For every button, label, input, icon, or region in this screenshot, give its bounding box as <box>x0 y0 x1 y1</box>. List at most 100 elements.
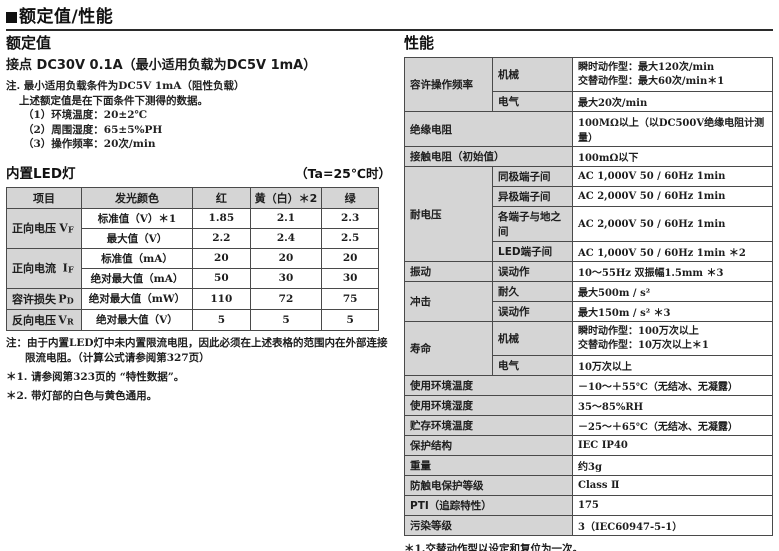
sub-label-terminal-to-ground: 各端子与地之间 <box>492 206 573 242</box>
cell-value: 最大150m / s² ＊3 <box>572 301 773 322</box>
cell-value: 2.1 <box>249 207 323 229</box>
led-footnote-main-line1: 注：由于内置LED灯中未内置限流电阻，因此必须在上述表格的范围内在外部连接 <box>6 336 388 349</box>
cell-value: 20 <box>249 247 323 269</box>
table-row: 绝缘电阻 100MΩ以上（以DC500V绝缘电阻计测量） <box>404 111 773 147</box>
col-header-item: 项目 <box>6 186 82 209</box>
cell-value: 20 <box>321 247 379 269</box>
right-column: 性能 容许操作频率 机械 瞬时动作型：最大120次/min 交替动作型：最大60次… <box>404 34 773 551</box>
performance-table: 容许操作频率 机械 瞬时动作型：最大120次/min 交替动作型：最大60次/mi… <box>404 57 773 536</box>
row-label-power-dissipation: 容许损失 PD <box>6 287 82 310</box>
cell-value: 5 <box>321 308 379 331</box>
cell-value: 2.4 <box>249 227 323 249</box>
row-label-text: 正向电流 <box>12 262 56 275</box>
param-label: 标准值（mA） <box>80 247 194 269</box>
row-label-protective-structure: 保护结构 <box>404 435 573 456</box>
row-label-weight: 重量 <box>404 455 573 476</box>
cell-value: 10～55Hz 双振幅1.5mm ＊3 <box>572 261 773 282</box>
table-row: LED端子间 AC 1,000V 50 / 60Hz 1min ＊2 <box>405 241 773 262</box>
section-header-title-row: 额定值/性能 <box>6 6 773 28</box>
sub-label-electrical: 电气 <box>492 355 573 376</box>
row-label-text: 反向电压 <box>12 313 56 327</box>
contact-rating-text: 接点 DC30V 0.1A（最小适用负载为DC5V 1mA） <box>6 58 317 73</box>
row-symbol-pd: PD <box>58 292 74 305</box>
row-label-lifespan: 寿命 <box>404 321 493 376</box>
row-label-forward-voltage: 正向电压 VF <box>6 207 82 249</box>
row-label-storage-temperature: 贮存环境温度 <box>404 415 573 436</box>
cell-value: －25～＋65℃（无结冰、无凝露） <box>572 415 773 436</box>
sub-label-different-polarity: 异极端子间 <box>492 186 573 207</box>
param-label: 标准值（V）＊1 <box>80 207 194 229</box>
cell-value: AC 2,000V 50 / 60Hz 1min <box>572 186 773 207</box>
col-header-emission-color: 发光颜色 <box>80 186 194 209</box>
table-row: 容许操作频率 机械 瞬时动作型：最大120次/min 交替动作型：最大60次/mi… <box>404 57 773 112</box>
black-square-bullet-icon <box>6 11 17 23</box>
cell-value: 30 <box>321 267 379 289</box>
left-column: 额定值 接点 DC30V 0.1A（最小适用负载为DC5V 1mA） 注. 最小… <box>6 34 391 404</box>
row-label-shock-protection-class: 防触电保护等级 <box>404 475 573 496</box>
table-row: 各端子与地之间 AC 2,000V 50 / 60Hz 1min <box>405 206 773 242</box>
col-header-yellow-white: 黄（白）＊2 <box>249 186 323 209</box>
row-label-reverse-voltage: 反向电压 VR <box>6 308 82 331</box>
performance-heading: 性能 <box>404 34 435 52</box>
cell-value: 3（IEC60947-5-1） <box>572 515 773 536</box>
cell-value: 5 <box>192 308 251 331</box>
table-row: 正向电压 VF 标准值（V）＊1 1.85 2.1 2.3 <box>6 207 379 249</box>
cell-value: 175 <box>572 495 773 516</box>
sub-label-electrical: 电气 <box>492 91 573 112</box>
cell-value: 100mΩ以下 <box>572 146 773 167</box>
table-row: 反向电压 VR 绝对最大值（V） 5 5 5 <box>6 308 379 331</box>
table-row: PTI（追踪特性） 175 <box>404 495 773 516</box>
cell-value: AC 1,000V 50 / 60Hz 1min <box>572 166 773 187</box>
sub-label-same-polarity: 同极端子间 <box>492 166 573 187</box>
performance-footnote-1: ＊1.交替动作型以设定和复位为一次。 <box>404 543 583 551</box>
row-label-pollution-degree: 污染等级 <box>404 515 573 536</box>
ratings-note-2: （1）环境温度：20±2℃ <box>23 109 148 121</box>
cell-value: －10～＋55℃（无结冰、无凝露） <box>572 375 773 396</box>
row-label-text: 正向电压 <box>12 222 56 235</box>
table-row: 异极端子间 AC 2,000V 50 / 60Hz 1min <box>405 186 773 207</box>
cell-value: IEC IP40 <box>572 435 773 456</box>
cell-value: 2.5 <box>321 227 379 249</box>
cell-value: 35～85%RH <box>572 395 773 416</box>
table-row: 振动 误动作 10～55Hz 双振幅1.5mm ＊3 <box>404 261 773 282</box>
cell-value: Class Ⅱ <box>572 475 773 496</box>
table-row: 贮存环境温度 －25～＋65℃（无结冰、无凝露） <box>404 415 773 436</box>
cell-value: 约3g <box>572 455 773 476</box>
table-row: 接触电阻（初始值） 100mΩ以下 <box>404 146 773 167</box>
row-label-pti: PTI（追踪特性） <box>404 495 573 516</box>
ratings-note-4: （3）操作频率：20次/min <box>23 138 156 150</box>
ratings-notes: 注. 最小适用负载条件为DC5V 1mA（阻性负载） 上述额定值是在下面条件下测… <box>6 79 391 152</box>
table-row: 重量 约3g <box>404 455 773 476</box>
cell-value: 最大20次/min <box>572 91 773 112</box>
cell-value: 瞬时动作型：100万次以上 交替动作型：10万次以上＊1 <box>572 321 773 356</box>
table-row: 冲击 耐久 最大500m / s² <box>404 281 773 322</box>
row-label-vibration: 振动 <box>404 261 493 282</box>
row-label-insulation-resistance: 绝缘电阻 <box>404 111 573 147</box>
cell-value: 10万次以上 <box>572 355 773 376</box>
led-characteristics-table: 项目 发光颜色 红 黄（白）＊2 绿 正向电压 VF 标准值（V）＊1 1.85 … <box>6 186 379 331</box>
row-label-withstand-voltage: 耐电压 <box>404 166 493 262</box>
row-symbol-vf: VF <box>59 221 74 235</box>
cell-value: AC 1,000V 50 / 60Hz 1min ＊2 <box>572 241 773 262</box>
cell-value: 72 <box>249 287 323 310</box>
table-row: 防触电保护等级 Class Ⅱ <box>404 475 773 496</box>
cell-value: 最大500m / s² <box>572 281 773 302</box>
param-label: 绝对最大值（mA） <box>80 267 194 289</box>
led-section-heading-row: 内置LED灯 （Ta=25℃时） <box>6 165 391 183</box>
param-label: 最大值（V） <box>80 227 194 249</box>
param-label: 绝对最大值（V） <box>80 308 194 331</box>
ratings-note-1: 上述额定值是在下面条件下测得的数据。 <box>19 94 208 107</box>
cell-value: 100MΩ以上（以DC500V绝缘电阻计测量） <box>572 111 773 147</box>
table-row: 使用环境温度 －10～＋55℃（无结冰、无凝露） <box>404 375 773 396</box>
cell-value: 5 <box>249 308 323 331</box>
table-row: 电气 最大20次/min <box>405 91 773 112</box>
sub-label-led-terminals: LED端子间 <box>492 241 573 262</box>
table-row: 使用环境湿度 35～85%RH <box>404 395 773 416</box>
row-label-ambient-temperature: 使用环境温度 <box>404 375 573 396</box>
row-symbol-if: IF <box>62 261 74 275</box>
row-label-text: 容许损失 <box>12 292 56 306</box>
page-title: 额定值/性能 <box>19 7 114 27</box>
led-table-footnotes: 注：由于内置LED灯中未内置限流电阻，因此必须在上述表格的范围内在外部连接 限流… <box>6 336 391 404</box>
row-label-ambient-humidity: 使用环境湿度 <box>404 395 573 416</box>
